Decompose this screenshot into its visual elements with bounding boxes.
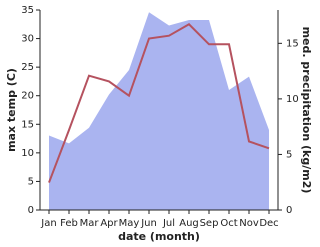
y2-tick-label: 15 (286, 38, 299, 49)
precipitation-area (49, 12, 269, 210)
x-tick-label: Jan (40, 218, 56, 229)
x-tick-label: Nov (239, 218, 259, 229)
y2-tick-label: 5 (286, 149, 292, 160)
y-tick-label: 35 (21, 5, 34, 16)
x-tick-label: Feb (60, 218, 78, 229)
x-tick-label: Apr (100, 218, 118, 229)
x-tick-label: Jul (162, 218, 175, 229)
x-tick-label: Aug (179, 218, 199, 229)
x-tick-label: Mar (80, 218, 100, 229)
x-tick-label: Jun (140, 218, 157, 229)
y2-tick-label: 0 (286, 205, 292, 216)
y-tick-label: 25 (21, 62, 34, 73)
y-tick-label: 20 (21, 91, 34, 102)
x-axis-label: date (month) (118, 230, 200, 243)
y2-axis-label: med. precipitation (kg/m2) (300, 27, 313, 194)
x-tick-label: Dec (259, 218, 278, 229)
y-axis-label: max temp (C) (5, 68, 18, 152)
y-tick-label: 30 (21, 34, 34, 45)
temp-line (48, 23, 270, 183)
x-tick-label: May (119, 218, 140, 229)
y-tick-label: 5 (28, 176, 34, 187)
y-tick-label: 10 (21, 148, 34, 159)
y2-tick-label: 10 (286, 94, 299, 105)
y-tick-label: 0 (28, 205, 34, 216)
y-tick-label: 15 (21, 119, 34, 130)
x-tick-label: Sep (200, 218, 219, 229)
x-tick-label: Oct (220, 218, 237, 229)
